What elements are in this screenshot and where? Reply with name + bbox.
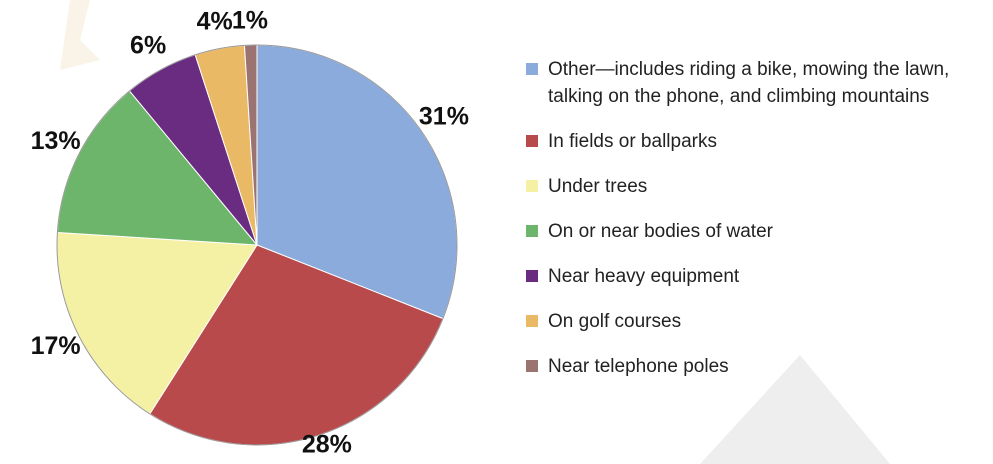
legend-swatch (526, 315, 538, 327)
legend-swatch (526, 360, 538, 372)
legend-item: In fields or ballparks (526, 128, 986, 155)
legend-swatch (526, 180, 538, 192)
background-shape (700, 355, 890, 464)
legend-label: On or near bodies of water (548, 221, 773, 242)
legend-label: Under trees (548, 176, 648, 197)
legend-item: Near heavy equipment (526, 263, 986, 290)
data-label: 13% (31, 127, 81, 155)
legend-label: On golf courses (548, 311, 682, 332)
legend-item: On golf courses (526, 308, 986, 335)
legend-item: On or near bodies of water (526, 218, 986, 245)
legend-item: Other—includes riding a bike, mowing the… (526, 56, 986, 110)
legend-swatch (526, 270, 538, 282)
data-label: 28% (302, 431, 352, 459)
data-label: 31% (419, 103, 469, 131)
legend-label: Other—includes riding a bike, mowing the… (548, 59, 950, 107)
legend-item: Near telephone poles (526, 353, 986, 380)
data-label: 17% (31, 332, 81, 360)
legend-swatch (526, 135, 538, 147)
background-shape (60, 0, 100, 70)
legend: Other—includes riding a bike, mowing the… (526, 56, 986, 398)
legend-item: Under trees (526, 173, 986, 200)
legend-label: Near telephone poles (548, 356, 729, 377)
legend-label: Near heavy equipment (548, 266, 740, 287)
data-label: 6% (130, 32, 166, 60)
legend-swatch (526, 63, 538, 75)
legend-swatch (526, 225, 538, 237)
legend-label: In fields or ballparks (548, 131, 717, 152)
data-label: 1% (232, 7, 268, 35)
data-label: 4% (197, 8, 233, 36)
pie-outline (56, 44, 458, 446)
